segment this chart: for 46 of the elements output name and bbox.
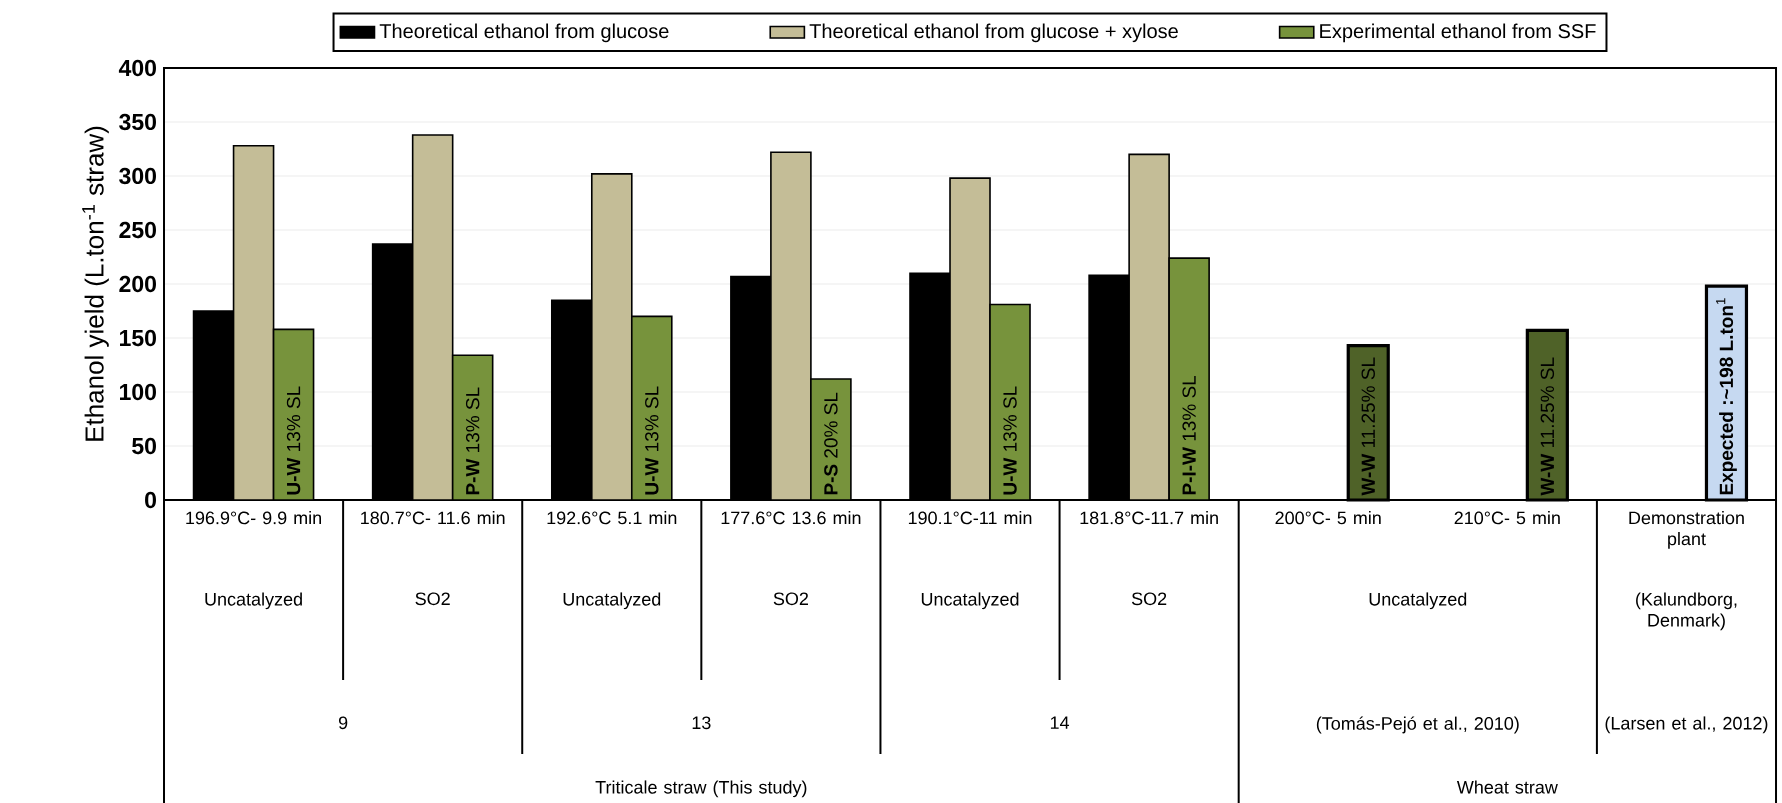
text: (Tomás-Pejó et al., 2010) [1316, 716, 1519, 734]
annotation: U-W 13% SL [286, 386, 301, 495]
legend-label: Theoretical ethanol from glucose + xylose [809, 23, 1178, 43]
text: Wheat straw [1456, 780, 1558, 794]
annotation: P-S 20% SL [824, 392, 838, 495]
annotation: U-W 13% SL [645, 386, 659, 495]
y-tick-label: 300 [119, 167, 156, 185]
text: (Kalundborg, Denmark) [1636, 592, 1737, 631]
x-tick-label: 181.8°C-11.7 min [1080, 511, 1218, 525]
y-tick-label: 250 [119, 221, 156, 239]
x-tick-label: 180.7°C- 11.6 min [361, 511, 505, 525]
x-tick-label: 196.9°C- 9.9 min [186, 511, 321, 525]
x-tick-label: 192.6°C 5.1 min [547, 511, 677, 525]
text: 9 [338, 716, 348, 730]
x-tick-label: 190.1°C-11 min [908, 511, 1032, 525]
y-tick-label: 200 [119, 275, 156, 293]
text: Uncatalyzed [921, 592, 1019, 610]
y-tick-label: 150 [120, 329, 156, 347]
annotation: P-W 13% SL [465, 387, 480, 495]
y-tick-label: 350 [119, 113, 156, 131]
annotation: P-I-W 13% SL [1182, 375, 1196, 495]
y-axis-title: Ethanol yield (L.ton$^{-1}$ straw) [82, 126, 109, 441]
legend-label: Theoretical ethanol from glucose [379, 23, 669, 43]
x-tick-label: Demonstration plant [1629, 511, 1744, 549]
text: SO2 [1131, 592, 1167, 606]
y-tick-label: 100 [120, 383, 156, 401]
legend-label: Experimental ethanol from SSF [1320, 23, 1596, 43]
text: Uncatalyzed [1369, 592, 1467, 610]
x-tick-label: 210°C- 5 min [1454, 511, 1560, 525]
annotation: U-W 13% SL [1003, 386, 1017, 495]
text: Uncatalyzed [205, 592, 302, 610]
x-tick-label: 177.6°C 13.6 min [721, 511, 861, 525]
text: (Larsen et al., 2012) [1605, 716, 1768, 734]
text: 14 [1050, 716, 1070, 729]
text: SO2 [773, 592, 808, 606]
text: Triticale straw (This study) [595, 780, 807, 798]
text: Uncatalyzed [563, 592, 661, 610]
annotation: W-W 11.25% SL [1540, 357, 1555, 496]
y-tick-label: 50 [132, 437, 156, 455]
annotation: Expected :~198 L.ton$^{1}$ [1716, 298, 1737, 495]
y-tick-label: 0 [145, 491, 156, 509]
x-tick-label: 200°C- 5 min [1275, 511, 1381, 525]
text: 13 [692, 716, 711, 730]
text: SO2 [415, 592, 450, 606]
annotation: W-W 11.25% SL [1361, 357, 1375, 496]
y-tick-label: 400 [118, 59, 156, 77]
